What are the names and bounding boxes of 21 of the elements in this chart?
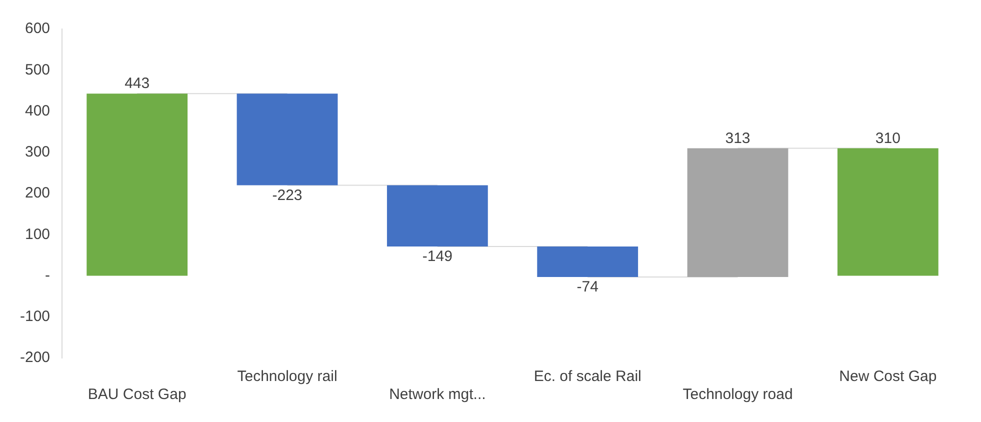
y-tick-label: 300 <box>24 144 50 161</box>
data-label: -74 <box>576 278 598 296</box>
y-tick-label: 400 <box>24 102 50 120</box>
x-tick-label: Ec. of scale Rail <box>534 368 642 386</box>
x-tick-label: New Cost Gap <box>839 368 937 386</box>
y-tick-label: 500 <box>24 61 50 78</box>
x-tick-label: Technology road <box>682 386 793 404</box>
x-tick-label: Network mgt... <box>389 386 486 404</box>
y-tick-label: 600 <box>24 20 50 38</box>
y-tick-label: -200 <box>20 349 50 366</box>
data-label: 310 <box>875 130 900 147</box>
data-label: 443 <box>124 75 150 92</box>
y-tick-label: -100 <box>20 308 50 326</box>
data-label: 313 <box>725 130 750 147</box>
y-tick-label: 200 <box>24 184 50 202</box>
data-label: -149 <box>422 248 452 266</box>
y-tick-label: - <box>45 266 50 284</box>
x-tick-label: Technology rail <box>237 368 338 386</box>
x-tick-label: BAU Cost Gap <box>88 386 186 404</box>
data-label: -223 <box>272 186 302 204</box>
y-tick-label: 100 <box>24 226 50 243</box>
